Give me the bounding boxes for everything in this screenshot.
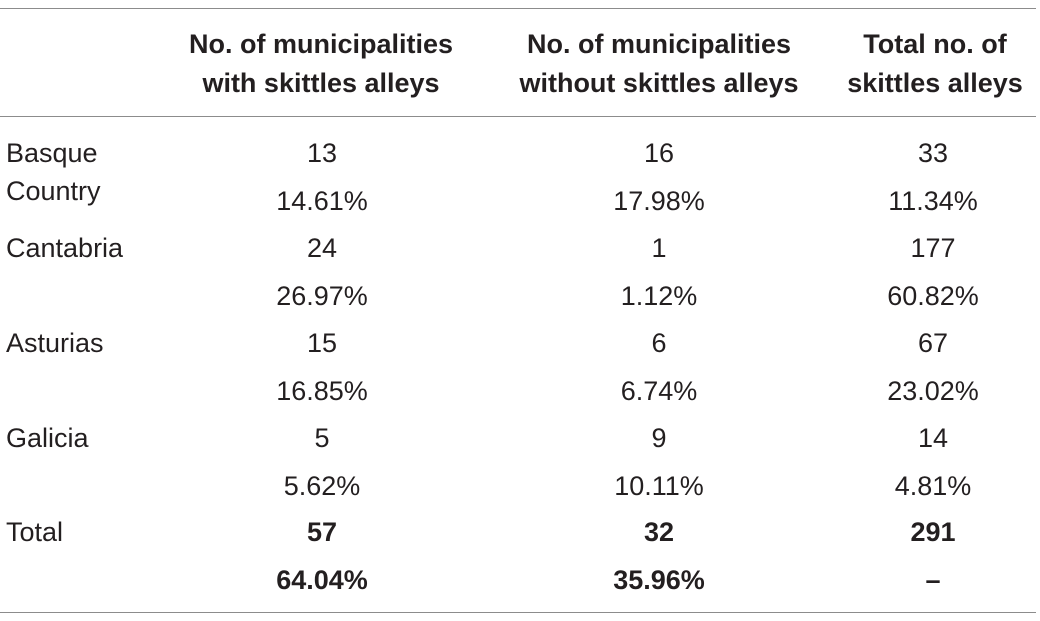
header-line: skittles alleys (847, 68, 1023, 98)
total-alleys: 67 (917, 328, 949, 358)
header-line: Total no. of (863, 29, 1007, 59)
total-row-label: Total (6, 517, 64, 547)
count-with-alleys: 24 (306, 233, 338, 263)
table-top-rule (0, 8, 1036, 9)
header-line: No. of municipalities (188, 29, 454, 59)
percent-without-alleys: 6.74% (620, 376, 698, 406)
total-alleys: 177 (910, 233, 956, 263)
count-without-alleys: 6 (651, 328, 667, 358)
percent-with-alleys: 5.62% (283, 471, 361, 501)
percent-with-alleys: 14.61% (276, 186, 368, 216)
percent-without-alleys: 17.98% (613, 186, 705, 216)
total-count-without-alleys: 32 (643, 517, 675, 547)
total-alleys: 33 (917, 138, 949, 168)
total-alleys: 14 (917, 423, 949, 453)
percent-with-alleys: 16.85% (276, 376, 368, 406)
count-without-alleys: 16 (643, 138, 675, 168)
count-with-alleys: 15 (306, 328, 338, 358)
total-percent-without-alleys: 35.96% (613, 565, 705, 595)
header-line: without skittles alleys (519, 68, 799, 98)
header-total-skittles-alleys: Total no. of skittles alleys (830, 25, 1040, 103)
count-without-alleys: 1 (651, 233, 667, 263)
header-rule (0, 116, 1036, 117)
table-bottom-rule (0, 612, 1036, 613)
header-line: No. of municipalities (526, 29, 792, 59)
count-with-alleys: 13 (306, 138, 338, 168)
row-label: Cantabria (6, 233, 124, 263)
row-label-continuation: Country (6, 176, 101, 206)
percent-total-alleys: 11.34% (888, 186, 978, 216)
count-with-alleys: 5 (314, 423, 330, 453)
total-alleys-sum: 291 (910, 517, 956, 547)
header-with-skittles-alleys: No. of municipalities with skittles alle… (160, 25, 482, 103)
total-percent-total-alleys: – (925, 565, 941, 595)
percent-without-alleys: 1.12% (620, 281, 698, 311)
header-without-skittles-alleys: No. of municipalities without skittles a… (500, 25, 818, 103)
row-label: Asturias (6, 328, 104, 358)
percent-with-alleys: 26.97% (276, 281, 368, 311)
header-line: with skittles alleys (202, 68, 440, 98)
percent-without-alleys: 10.11% (614, 471, 704, 501)
row-label: Basque (6, 138, 98, 168)
percent-total-alleys: 23.02% (887, 376, 979, 406)
percent-total-alleys: 60.82% (887, 281, 979, 311)
total-percent-with-alleys: 64.04% (276, 565, 368, 595)
total-count-with-alleys: 57 (306, 517, 338, 547)
count-without-alleys: 9 (651, 423, 667, 453)
percent-total-alleys: 4.81% (894, 471, 972, 501)
row-label: Galicia (6, 423, 89, 453)
